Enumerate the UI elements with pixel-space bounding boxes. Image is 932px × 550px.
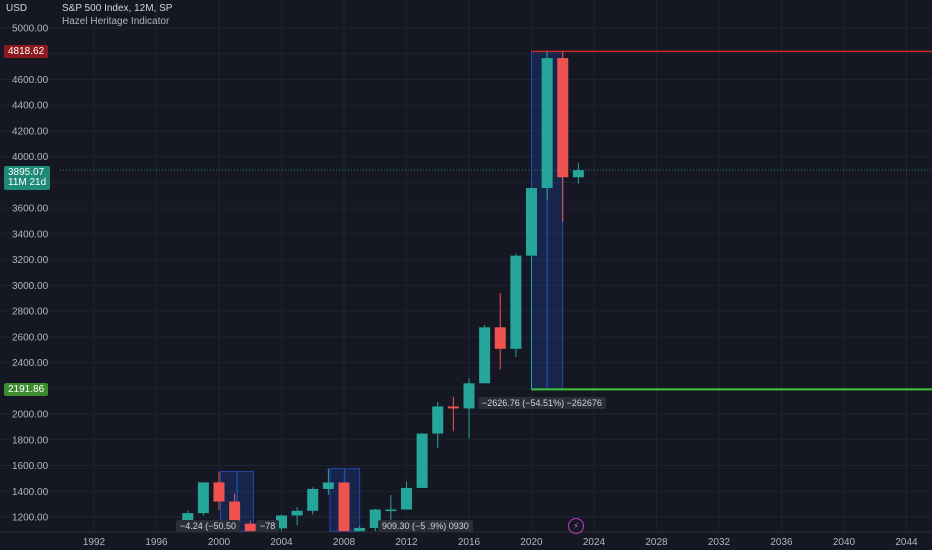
candle-body xyxy=(447,406,459,409)
measure-label-b: −78 xyxy=(256,520,280,532)
candle-body xyxy=(369,509,381,528)
measure-label-a: −4.24 (−50.50 xyxy=(176,520,241,532)
low-price-tag: 2191.86 xyxy=(4,383,49,396)
y-tick-label: 1400.00 xyxy=(12,487,49,498)
candle-body xyxy=(416,433,428,488)
candle-body xyxy=(229,501,241,524)
candle-body xyxy=(432,406,444,434)
measure-label-c: 909.30 (−5 .9%) 0930 xyxy=(378,520,473,532)
candle-body xyxy=(401,487,412,510)
y-tick-label: 3200.00 xyxy=(12,255,49,266)
x-tick-label: 2036 xyxy=(770,537,793,548)
y-tick-label: 3600.00 xyxy=(12,204,49,215)
y-tick-label: 3400.00 xyxy=(12,229,49,240)
x-tick-label: 2008 xyxy=(333,537,356,548)
x-tick-label: 2032 xyxy=(708,537,731,548)
y-tick-label: 2400.00 xyxy=(12,358,49,369)
y-tick-label: 2000.00 xyxy=(12,410,49,421)
y-tick-label: 3000.00 xyxy=(12,281,49,292)
x-tick-label: 2040 xyxy=(833,537,856,548)
countdown: 11M 21d xyxy=(8,177,47,188)
candle-body xyxy=(510,255,522,349)
x-tick-label: 2012 xyxy=(395,537,418,548)
candle-body xyxy=(338,482,350,532)
candle-body xyxy=(557,58,569,178)
lightning-icon[interactable]: ⚡ xyxy=(568,518,584,534)
candle-body xyxy=(291,510,303,516)
x-tick-label: 2024 xyxy=(583,537,606,548)
x-tick-label: 2004 xyxy=(270,537,293,548)
y-tick-label: 4200.00 xyxy=(12,126,49,137)
y-tick-label: 1200.00 xyxy=(12,513,49,524)
x-tick-label: 1992 xyxy=(83,537,106,548)
candle-body xyxy=(276,515,287,529)
candle-body xyxy=(479,327,491,384)
x-tick-label: 2044 xyxy=(895,537,918,548)
y-tick-label: 5000.00 xyxy=(12,24,49,35)
x-tick-label: 2020 xyxy=(520,537,543,548)
candle-body xyxy=(385,509,397,512)
candle-body xyxy=(541,58,553,189)
x-tick-label: 1996 xyxy=(145,537,168,548)
candle-body xyxy=(463,383,475,409)
y-axis: 1200.001400.001600.001800.002000.002200.… xyxy=(12,24,49,524)
grid-lines xyxy=(0,0,932,532)
candle-body xyxy=(197,482,209,514)
measure-label-main: −2626.76 (−54.51%) −262676 xyxy=(478,397,606,409)
current-price: 3895.07 xyxy=(8,167,45,178)
chart-title: S&P 500 Index, 12M, SP xyxy=(62,3,173,14)
x-axis: 1992 1996 2000 2004 2008 2012 2016 2020 2024 2028… xyxy=(0,531,932,548)
indicator-name[interactable]: Hazel Heritage Indicator xyxy=(62,16,170,27)
y-tick-label: 2600.00 xyxy=(12,332,49,343)
candle-body xyxy=(307,488,319,511)
y-tick-label: 1600.00 xyxy=(12,461,49,472)
candle-body xyxy=(526,188,537,256)
candle-body xyxy=(494,327,506,349)
high-price-tag: 4818.62 xyxy=(4,45,49,58)
level-lines xyxy=(60,50,932,391)
x-tick-label: 2000 xyxy=(208,537,231,548)
y-tick-label: 1800.00 xyxy=(12,435,49,446)
y-tick-label: 2800.00 xyxy=(12,307,49,318)
candle-body xyxy=(244,523,256,532)
candle-body xyxy=(572,170,584,178)
candles xyxy=(182,51,584,532)
x-tick-label: 2028 xyxy=(645,537,668,548)
current-price-tag: 3895.07 11M 21d xyxy=(4,166,51,190)
y-tick-label: 4000.00 xyxy=(12,152,49,163)
candle-body xyxy=(322,482,334,489)
y-tick-label: 4400.00 xyxy=(12,101,49,112)
y-tick-label: 4600.00 xyxy=(12,75,49,86)
currency-label: USD xyxy=(6,3,28,14)
candle-body xyxy=(213,482,225,502)
candle-body xyxy=(354,527,366,532)
x-tick-label: 2016 xyxy=(458,537,481,548)
